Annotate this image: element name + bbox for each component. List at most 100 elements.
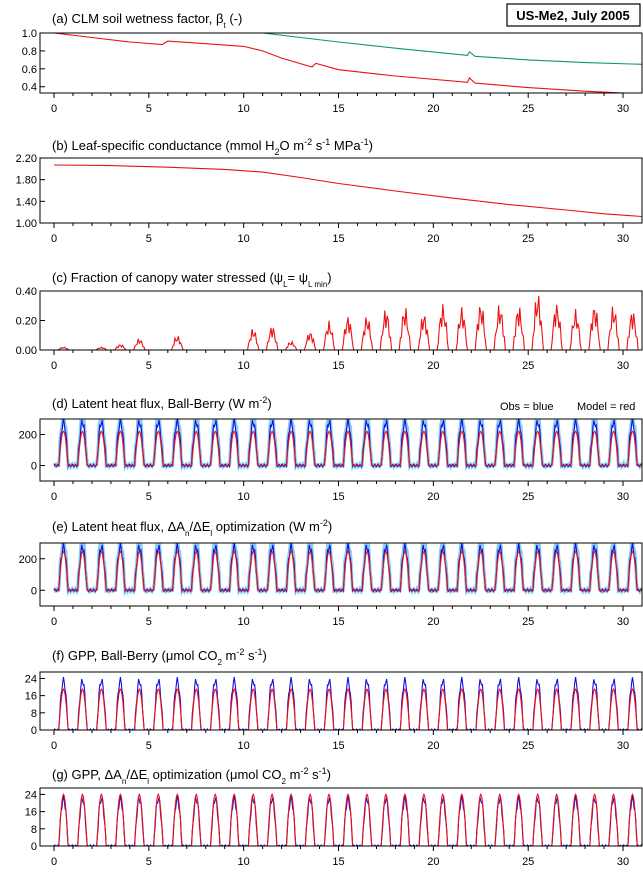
panel-f: (f) GPP, Ball-Berry (μmol CO2 m-2 s-1) 24… — [25, 647, 643, 752]
series-a-red — [53, 33, 635, 93]
xtick-e: 25 — [522, 616, 534, 628]
ytick-g: 8 — [31, 824, 37, 836]
frame-b — [39, 157, 643, 224]
xtick-b: 10 — [238, 233, 250, 245]
xtick-d: 15 — [332, 491, 344, 503]
frame-d — [39, 418, 643, 482]
ytick-g: 16 — [25, 807, 37, 819]
ytick-f: 8 — [31, 708, 37, 720]
frame-g — [39, 787, 643, 847]
ytick-e: 0 — [31, 585, 37, 597]
ytick-a: 0.6 — [22, 64, 37, 76]
xtick-f: 5 — [146, 740, 152, 752]
panel-d: (d) Latent heat flux, Ball-Berry (W m-2)… — [19, 395, 643, 503]
xtick-d: 5 — [146, 491, 152, 503]
xtick-b: 5 — [146, 233, 152, 245]
xtick-a: 5 — [146, 103, 152, 115]
xtick-a: 15 — [332, 103, 344, 115]
frame-f — [39, 671, 643, 731]
plot-area-g — [53, 792, 642, 846]
legend: Obs = blue Model = red — [500, 401, 635, 413]
ytick-c: 0.40 — [16, 286, 37, 298]
xtick-c: 0 — [51, 360, 57, 372]
ytick-f: 24 — [25, 673, 37, 685]
ytick-c: 0.00 — [16, 345, 37, 357]
model-series-f — [54, 688, 642, 730]
frame-e — [39, 542, 643, 607]
xtick-b: 0 — [51, 233, 57, 245]
xtick-e: 0 — [51, 616, 57, 628]
legend-model: Model = red — [577, 401, 635, 413]
site-label-box: US-Me2, July 2005 — [506, 3, 641, 27]
ytick-g: 24 — [25, 789, 37, 801]
model-series-g — [54, 792, 642, 846]
model-series-e — [54, 550, 642, 591]
xtick-a: 20 — [427, 103, 439, 115]
xtick-a: 0 — [51, 103, 57, 115]
xtick-g: 15 — [332, 856, 344, 868]
xtick-g: 0 — [51, 856, 57, 868]
xtick-c: 30 — [617, 360, 629, 372]
site-label: US-Me2, July 2005 — [516, 8, 629, 23]
xtick-c: 25 — [522, 360, 534, 372]
xtick-e: 20 — [427, 616, 439, 628]
series-a-green — [54, 33, 642, 65]
panel-title-a: (a) CLM soil wetness factor, βt (-) — [52, 11, 242, 30]
ytick-d: 0 — [31, 461, 37, 473]
xtick-f: 20 — [427, 740, 439, 752]
panel-a: (a) CLM soil wetness factor, βt (-) 1.0 0.… — [22, 11, 643, 115]
frame-a — [39, 32, 643, 94]
xtick-g: 30 — [617, 856, 629, 868]
xtick-g: 10 — [238, 856, 250, 868]
panel-b: (b) Leaf-specific conductance (mmol H2O … — [16, 137, 643, 245]
xtick-b: 25 — [522, 233, 534, 245]
panel-title-e: (e) Latent heat flux, ΔAn/ΔEl optimizati… — [52, 518, 332, 538]
xtick-d: 30 — [617, 491, 629, 503]
panel-title-g: (g) GPP, ΔAn/ΔEl optimization (μmol CO2 … — [52, 766, 331, 786]
ytick-b: 1.00 — [16, 218, 37, 230]
xtick-f: 0 — [51, 740, 57, 752]
xtick-d: 0 — [51, 491, 57, 503]
xtick-c: 5 — [146, 360, 152, 372]
xtick-c: 10 — [238, 360, 250, 372]
xtick-c: 15 — [332, 360, 344, 372]
xtick-g: 20 — [427, 856, 439, 868]
xtick-a: 10 — [238, 103, 250, 115]
panel-title-c: (c) Fraction of canopy water stressed (ψ… — [52, 270, 332, 289]
panel-e: (e) Latent heat flux, ΔAn/ΔEl optimizati… — [19, 518, 643, 628]
ytick-f: 0 — [31, 725, 37, 737]
xtick-f: 15 — [332, 740, 344, 752]
xtick-g: 5 — [146, 856, 152, 868]
series-c-red — [54, 295, 642, 350]
xtick-g: 25 — [522, 856, 534, 868]
legend-obs: Obs = blue — [500, 401, 554, 413]
ytick-a: 0.8 — [22, 46, 37, 58]
plot-area-f — [53, 677, 642, 730]
panel-title-f: (f) GPP, Ball-Berry (μmol CO2 m-2 s-1) — [52, 647, 267, 667]
xtick-f: 10 — [238, 740, 250, 752]
ytick-a: 1.0 — [22, 28, 37, 40]
ytick-b: 2.20 — [16, 153, 37, 165]
xtick-e: 30 — [617, 616, 629, 628]
ytick-c: 0.20 — [16, 316, 37, 328]
series-b-red — [53, 164, 642, 218]
xtick-b: 15 — [332, 233, 344, 245]
xtick-a: 25 — [522, 103, 534, 115]
ytick-a: 0.4 — [22, 82, 37, 94]
xtick-b: 30 — [617, 233, 629, 245]
xtick-e: 5 — [146, 616, 152, 628]
plot-area-d — [53, 419, 642, 472]
plot-area-b — [53, 164, 642, 218]
panel-c: (c) Fraction of canopy water stressed (ψ… — [16, 270, 643, 372]
xtick-a: 30 — [617, 103, 629, 115]
plot-area-e — [53, 543, 642, 597]
xtick-c: 20 — [427, 360, 439, 372]
panel-title-b: (b) Leaf-specific conductance (mmol H2O … — [52, 137, 373, 157]
plot-area-c — [54, 295, 642, 350]
ytick-f: 16 — [25, 691, 37, 703]
xtick-b: 20 — [427, 233, 439, 245]
xtick-f: 30 — [617, 740, 629, 752]
ytick-b: 1.40 — [16, 196, 37, 208]
xtick-d: 10 — [238, 491, 250, 503]
